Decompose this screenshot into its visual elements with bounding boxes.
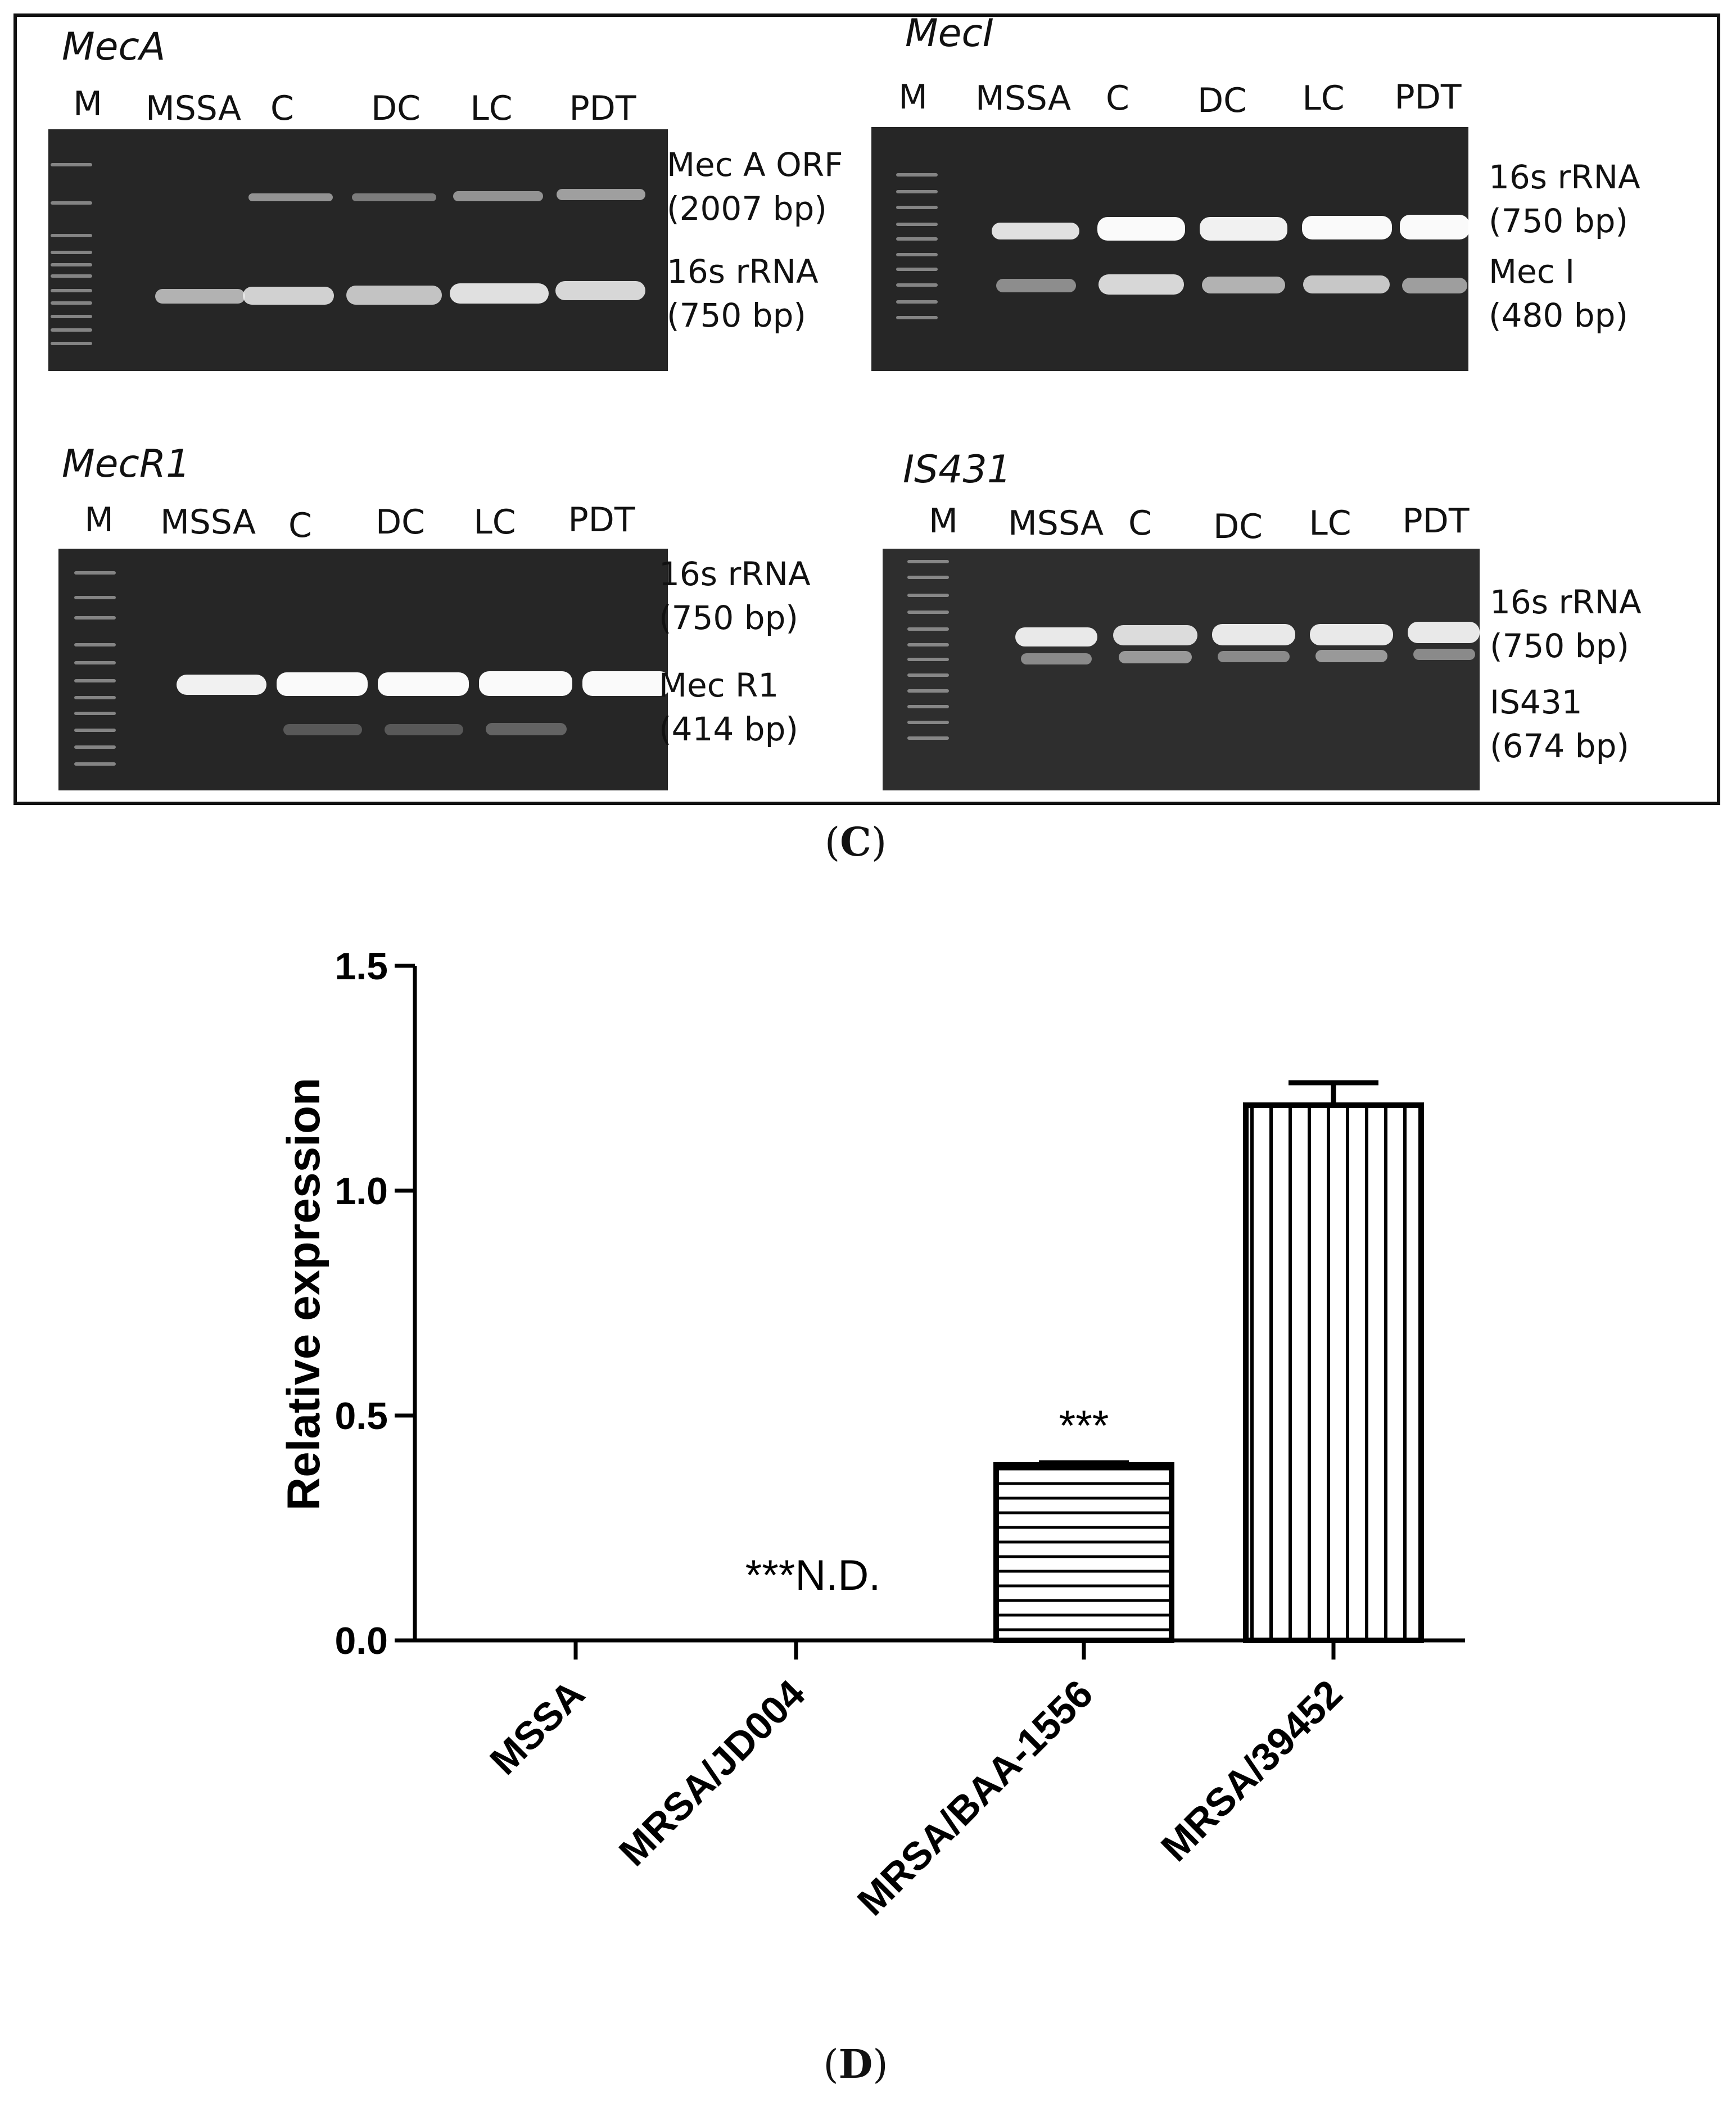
- marker-label: Mec R1 (414 bp): [659, 666, 799, 749]
- panel-d-letter: (D): [823, 2041, 888, 2087]
- panel-c-letter: (C): [824, 819, 887, 865]
- gel-image: [48, 129, 668, 371]
- gel-title: MecA: [62, 25, 166, 69]
- lane-label: DC: [370, 89, 421, 128]
- x-category-label: MRSA/39452: [1152, 1671, 1350, 1869]
- marker-label: 16s rRNA (750 bp): [667, 252, 819, 335]
- marker-label: Mec A ORF (2007 bp): [667, 146, 843, 228]
- lane-label: C: [288, 506, 312, 545]
- significance-annotation: ***N.D.: [745, 1552, 881, 1599]
- x-category-label: MSSA: [481, 1671, 593, 1783]
- lane-label: PDT: [1402, 501, 1470, 541]
- y-tick-label: 1.0: [334, 1170, 388, 1213]
- marker-label: 16s rRNA (750 bp): [1489, 158, 1640, 241]
- lane-label: DC: [375, 503, 426, 542]
- lane-label: DC: [1197, 81, 1247, 120]
- lane-label: C: [1128, 504, 1152, 543]
- y-tick-label: 1.5: [334, 945, 388, 988]
- lane-label: DC: [1213, 507, 1263, 546]
- marker-label: 16s rRNA (750 bp): [1490, 583, 1642, 666]
- lane-label: M: [929, 501, 958, 541]
- panel-c-frame: [13, 13, 1720, 805]
- marker-label: IS431 (674 bp): [1490, 683, 1630, 766]
- lane-label: M: [73, 84, 102, 124]
- lane-label: LC: [473, 503, 516, 542]
- gel-image: [883, 549, 1480, 790]
- gel-image: [58, 549, 668, 790]
- bar-mrsa-baa-1556: [993, 1462, 1174, 1643]
- gel-title: MecI: [905, 11, 994, 56]
- lane-label: PDT: [569, 89, 636, 128]
- lane-label: M: [898, 78, 928, 117]
- bars: [993, 1080, 1424, 1643]
- lane-label: LC: [470, 89, 513, 128]
- lane-label: LC: [1302, 79, 1345, 118]
- lane-label: MSSA: [145, 89, 242, 128]
- x-category-label: MRSA/BAA-1556: [849, 1671, 1101, 1923]
- y-tick-label: 0.5: [334, 1395, 388, 1437]
- gel-image: [871, 127, 1468, 371]
- lane-label: LC: [1309, 504, 1351, 543]
- lane-label: MSSA: [160, 503, 256, 542]
- bar-mrsa-39452: [1243, 1102, 1424, 1643]
- x-category-labels: MSSA MRSA/JD004 MRSA/BAA-1556 MRSA/39452: [481, 1671, 1350, 1924]
- lane-label: C: [270, 89, 294, 128]
- gel-title: IS431: [903, 447, 1012, 492]
- y-ticks: 0.0 0.5 1.0 1.5: [334, 945, 1336, 1662]
- lane-label: M: [84, 500, 114, 540]
- lane-label: PDT: [1394, 78, 1462, 117]
- annotations: ***N.D. ***: [745, 1402, 1109, 1599]
- y-tick-label: 0.0: [334, 1620, 388, 1662]
- lane-label: MSSA: [975, 79, 1072, 118]
- x-category-label: MRSA/JD004: [611, 1671, 813, 1874]
- lane-label: MSSA: [1007, 504, 1104, 543]
- gel-title: MecR1: [62, 442, 191, 486]
- lane-label: C: [1106, 79, 1129, 118]
- lane-label: PDT: [568, 500, 635, 540]
- marker-label: Mec I (480 bp): [1489, 252, 1629, 335]
- significance-annotation: ***: [1059, 1402, 1109, 1450]
- marker-label: 16s rRNA (750 bp): [659, 555, 811, 637]
- y-axis-label: Relative expression: [278, 1078, 329, 1511]
